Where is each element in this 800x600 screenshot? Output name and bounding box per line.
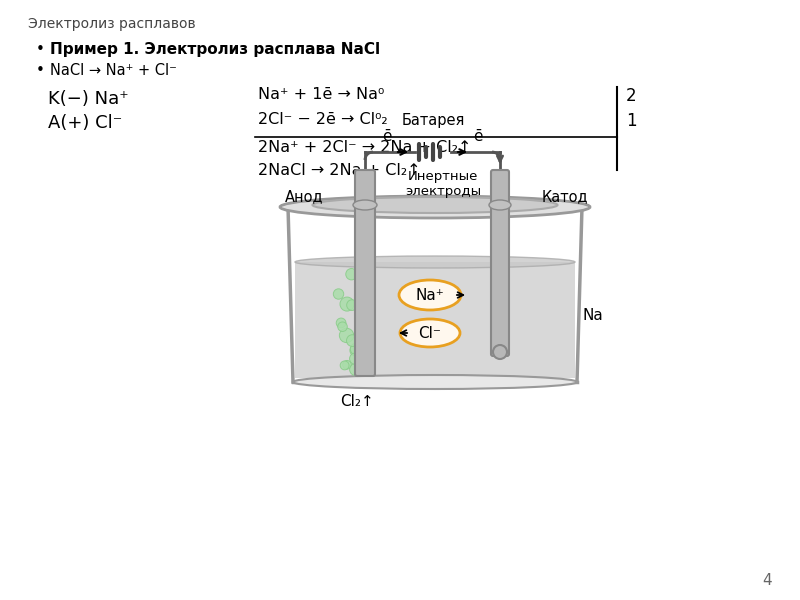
Ellipse shape xyxy=(399,280,461,310)
Text: 2NaCl → 2Na + Cl₂↑: 2NaCl → 2Na + Cl₂↑ xyxy=(258,163,421,178)
Text: Анод: Анод xyxy=(285,190,323,205)
Ellipse shape xyxy=(489,200,511,210)
Text: Инертные
электроды: Инертные электроды xyxy=(405,170,481,198)
Ellipse shape xyxy=(346,269,357,280)
Text: Катод: Катод xyxy=(542,190,589,205)
Text: Na⁺: Na⁺ xyxy=(416,287,444,302)
Ellipse shape xyxy=(400,319,460,347)
Text: 1: 1 xyxy=(626,112,637,130)
Ellipse shape xyxy=(295,256,575,268)
Ellipse shape xyxy=(350,353,361,364)
Text: 2Na⁺ + 2Cl⁻ → 2Na + Cl₂↑: 2Na⁺ + 2Cl⁻ → 2Na + Cl₂↑ xyxy=(258,140,471,155)
Text: Батарея: Батарея xyxy=(402,113,465,128)
Text: 2Cl⁻ − 2ē → Cl⁰₂: 2Cl⁻ − 2ē → Cl⁰₂ xyxy=(258,112,388,127)
Text: NaCl → Na⁺ + Cl⁻: NaCl → Na⁺ + Cl⁻ xyxy=(50,63,177,78)
Text: A(+) Cl⁻: A(+) Cl⁻ xyxy=(48,114,122,132)
Text: 4: 4 xyxy=(762,573,772,588)
Text: •: • xyxy=(36,63,45,78)
Ellipse shape xyxy=(346,300,358,310)
Ellipse shape xyxy=(313,197,558,213)
Ellipse shape xyxy=(350,364,362,376)
Text: ē: ē xyxy=(474,129,482,144)
Text: •: • xyxy=(36,42,45,57)
Ellipse shape xyxy=(346,335,358,346)
Ellipse shape xyxy=(334,289,344,299)
Ellipse shape xyxy=(338,322,347,331)
Text: Электролиз расплавов: Электролиз расплавов xyxy=(28,17,196,31)
Ellipse shape xyxy=(293,375,577,389)
Ellipse shape xyxy=(339,328,354,343)
FancyBboxPatch shape xyxy=(355,170,375,376)
Ellipse shape xyxy=(342,361,351,369)
Text: Cl⁻: Cl⁻ xyxy=(418,325,442,340)
Ellipse shape xyxy=(350,343,362,355)
Text: 2: 2 xyxy=(626,87,637,105)
Ellipse shape xyxy=(353,200,377,210)
FancyBboxPatch shape xyxy=(491,170,509,356)
Ellipse shape xyxy=(280,196,590,218)
Text: ē: ē xyxy=(382,129,392,144)
Ellipse shape xyxy=(340,361,349,370)
Ellipse shape xyxy=(340,297,354,311)
Ellipse shape xyxy=(493,345,507,359)
Ellipse shape xyxy=(336,318,346,328)
Text: Na⁺ + 1ē → Na⁰: Na⁺ + 1ē → Na⁰ xyxy=(258,87,384,102)
Text: Na: Na xyxy=(582,307,602,323)
FancyBboxPatch shape xyxy=(295,262,575,378)
Text: Cl₂↑: Cl₂↑ xyxy=(340,394,374,409)
Text: K(−) Na⁺: K(−) Na⁺ xyxy=(48,90,129,108)
Ellipse shape xyxy=(350,346,361,356)
Text: Пример 1. Электролиз расплава NaCl: Пример 1. Электролиз расплава NaCl xyxy=(50,42,380,57)
